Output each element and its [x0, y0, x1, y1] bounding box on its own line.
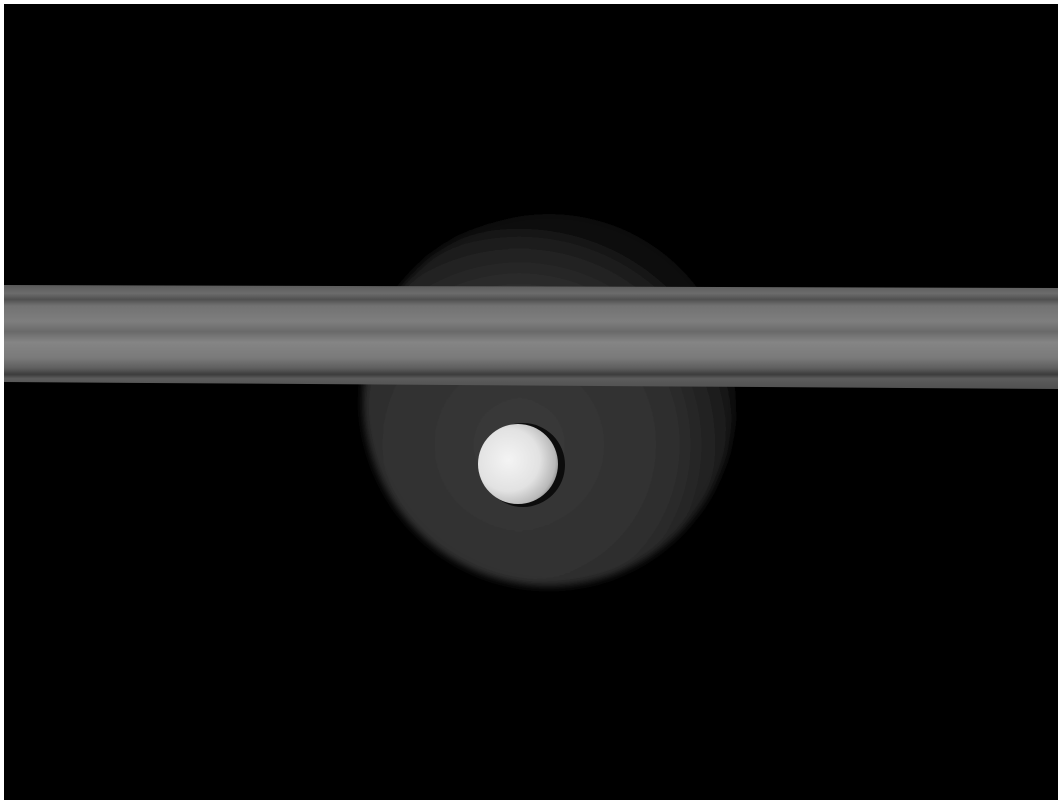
rings: [4, 285, 1058, 389]
enceladus: [478, 424, 558, 504]
titan: [363, 214, 735, 586]
